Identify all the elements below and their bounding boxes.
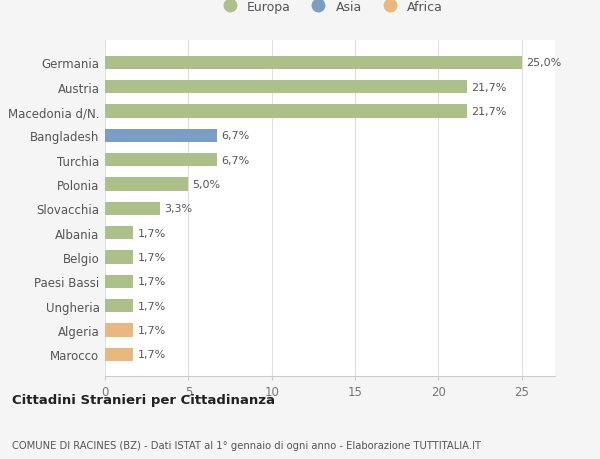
Text: 6,7%: 6,7% bbox=[221, 131, 249, 141]
Text: 3,3%: 3,3% bbox=[164, 204, 192, 214]
Legend: Europa, Asia, Africa: Europa, Asia, Africa bbox=[217, 0, 443, 14]
Bar bbox=[105, 324, 133, 337]
Text: 6,7%: 6,7% bbox=[221, 155, 249, 165]
Bar bbox=[105, 154, 217, 167]
Text: 21,7%: 21,7% bbox=[471, 107, 506, 117]
Bar bbox=[105, 178, 188, 191]
Text: Cittadini Stranieri per Cittadinanza: Cittadini Stranieri per Cittadinanza bbox=[12, 393, 275, 406]
Text: 25,0%: 25,0% bbox=[526, 58, 561, 68]
Text: 1,7%: 1,7% bbox=[137, 228, 166, 238]
Text: 1,7%: 1,7% bbox=[137, 349, 166, 359]
Bar bbox=[105, 202, 160, 216]
Bar bbox=[105, 226, 133, 240]
Bar bbox=[105, 129, 217, 143]
Text: 1,7%: 1,7% bbox=[137, 325, 166, 335]
Text: 1,7%: 1,7% bbox=[137, 277, 166, 287]
Bar bbox=[105, 251, 133, 264]
Text: 1,7%: 1,7% bbox=[137, 252, 166, 263]
Bar bbox=[105, 348, 133, 361]
Bar bbox=[105, 105, 467, 118]
Text: 1,7%: 1,7% bbox=[137, 301, 166, 311]
Bar bbox=[105, 81, 467, 94]
Bar bbox=[105, 275, 133, 288]
Text: 5,0%: 5,0% bbox=[193, 179, 221, 190]
Bar bbox=[105, 299, 133, 313]
Bar bbox=[105, 56, 521, 70]
Text: 21,7%: 21,7% bbox=[471, 83, 506, 92]
Text: COMUNE DI RACINES (BZ) - Dati ISTAT al 1° gennaio di ogni anno - Elaborazione TU: COMUNE DI RACINES (BZ) - Dati ISTAT al 1… bbox=[12, 440, 481, 450]
